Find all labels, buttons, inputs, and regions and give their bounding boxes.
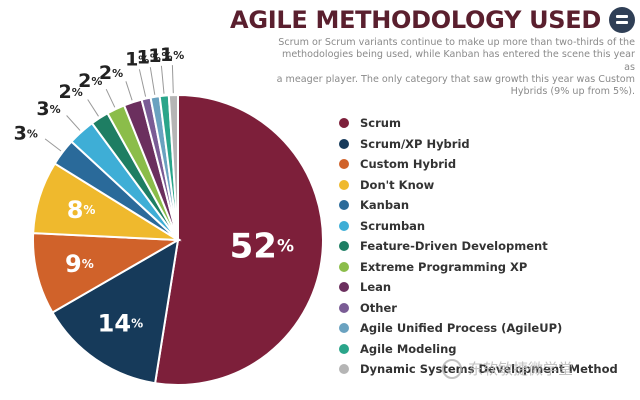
data-label-lean: 2% [99, 62, 123, 84]
legend-item-dynamic-systems-development-method: Dynamic Systems Development Method [339, 359, 618, 380]
pie-slice-scrum-xp-hybrid [51, 238, 180, 385]
legend-item-scrum-xp-hybrid: Scrum/XP Hybrid [339, 134, 618, 155]
data-label-kanban: 3% [14, 122, 38, 144]
legend-item-agile-modeling: Agile Modeling [339, 339, 618, 360]
leader-line [171, 65, 174, 94]
legend-swatch [339, 282, 349, 293]
subtitle-line: a meager player. The only category that … [276, 73, 635, 85]
legend-item-custom-hybrid: Custom Hybrid [339, 154, 618, 175]
legend-item-extreme-programming-xp: Extreme Programming XP [339, 257, 618, 278]
legend-swatch [339, 241, 349, 252]
legend-swatch [339, 302, 349, 313]
legend-swatch [339, 200, 349, 211]
data-label-scrum-xp-hybrid: 14% [98, 310, 143, 338]
chat-bubble-icon [442, 358, 462, 379]
leader-line [149, 67, 156, 95]
legend-label: Agile Unified Process (AgileUP) [360, 321, 563, 336]
legend-item-kanban: Kanban [339, 195, 618, 216]
data-label-other: 1% [125, 49, 149, 71]
legend-label: Agile Modeling [360, 341, 457, 356]
legend-label: Other [360, 300, 397, 315]
subtitle-line: Scrum or Scrum variants continue to make… [278, 37, 635, 48]
document-icon [609, 7, 635, 33]
data-label-don-t-know: 8% [67, 196, 96, 224]
legend-label: Don't Know [360, 177, 435, 192]
data-label-scrum: 52% [230, 227, 294, 267]
subtitle: Scrum or Scrum variants continue to make… [270, 37, 635, 98]
legend-label: Dynamic Systems Development Method [360, 362, 618, 377]
legend-label: Lean [360, 280, 392, 295]
watermark-text: 东软敏捷微学堂 [468, 360, 574, 378]
pie-slice-scrum [153, 93, 324, 386]
page-title: AGILE METHODOLOGY USED [230, 6, 601, 34]
data-label-agile-unified-process-agileup: 1% [137, 46, 161, 68]
legend-label: Scrum [360, 116, 401, 131]
legend-item-don-t-know: Don't Know [339, 175, 618, 196]
legend-item-feature-driven-development: Feature-Driven Development [339, 236, 618, 257]
legend-swatch [339, 220, 349, 231]
leader-line [44, 138, 62, 152]
leader-line [138, 69, 147, 97]
legend-item-other: Other [339, 298, 618, 319]
data-label-agile-modeling: 1% [148, 45, 172, 67]
legend-item-scrum: Scrum [339, 113, 618, 134]
legend-swatch [339, 364, 349, 375]
legend-label: Kanban [360, 198, 410, 213]
legend-label: Custom Hybrid [360, 157, 457, 172]
leader-line [66, 115, 81, 131]
legend-swatch [339, 323, 349, 334]
legend-item-agile-unified-process-agileup: Agile Unified Process (AgileUP) [339, 318, 618, 339]
legend-item-lean: Lean [339, 277, 618, 298]
legend-swatch [339, 159, 349, 170]
data-label-feature-driven-development: 2% [59, 81, 83, 103]
leader-line [87, 99, 99, 117]
leader-line [160, 65, 165, 94]
legend-swatch [339, 343, 349, 354]
subtitle-line: methodologies being used, while Kanban h… [282, 49, 635, 73]
legend-label: Scrum/XP Hybrid [360, 136, 470, 151]
data-label-dynamic-systems-development-method: 1% [160, 44, 184, 66]
legend-item-scrumban: Scrumban [339, 216, 618, 237]
watermark: 东软敏捷微学堂 [442, 358, 573, 379]
data-label-extreme-programming-xp: 2% [78, 70, 102, 92]
leader-line [125, 81, 133, 101]
legend: Scrum Scrum/XP Hybrid Custom Hybrid Don't K… [339, 113, 618, 380]
legend-label: Extreme Programming XP [360, 259, 528, 274]
leader-line [105, 88, 116, 108]
legend-label: Feature-Driven Development [360, 239, 548, 254]
legend-swatch [339, 138, 349, 149]
legend-swatch [339, 118, 349, 129]
header: AGILE METHODOLOGY USED Scrum or Scrum va… [230, 6, 635, 98]
subtitle-line: Hybrids (9% up from 5%). [510, 86, 635, 98]
legend-label: Scrumban [360, 218, 426, 233]
pie-slice-dynamic-systems-development-method [167, 93, 179, 241]
legend-swatch [339, 179, 349, 190]
legend-swatch [339, 261, 349, 272]
pie-slice-custom-hybrid [32, 232, 182, 314]
data-label-custom-hybrid: 9% [65, 250, 94, 278]
data-label-scrumban: 3% [36, 98, 60, 120]
